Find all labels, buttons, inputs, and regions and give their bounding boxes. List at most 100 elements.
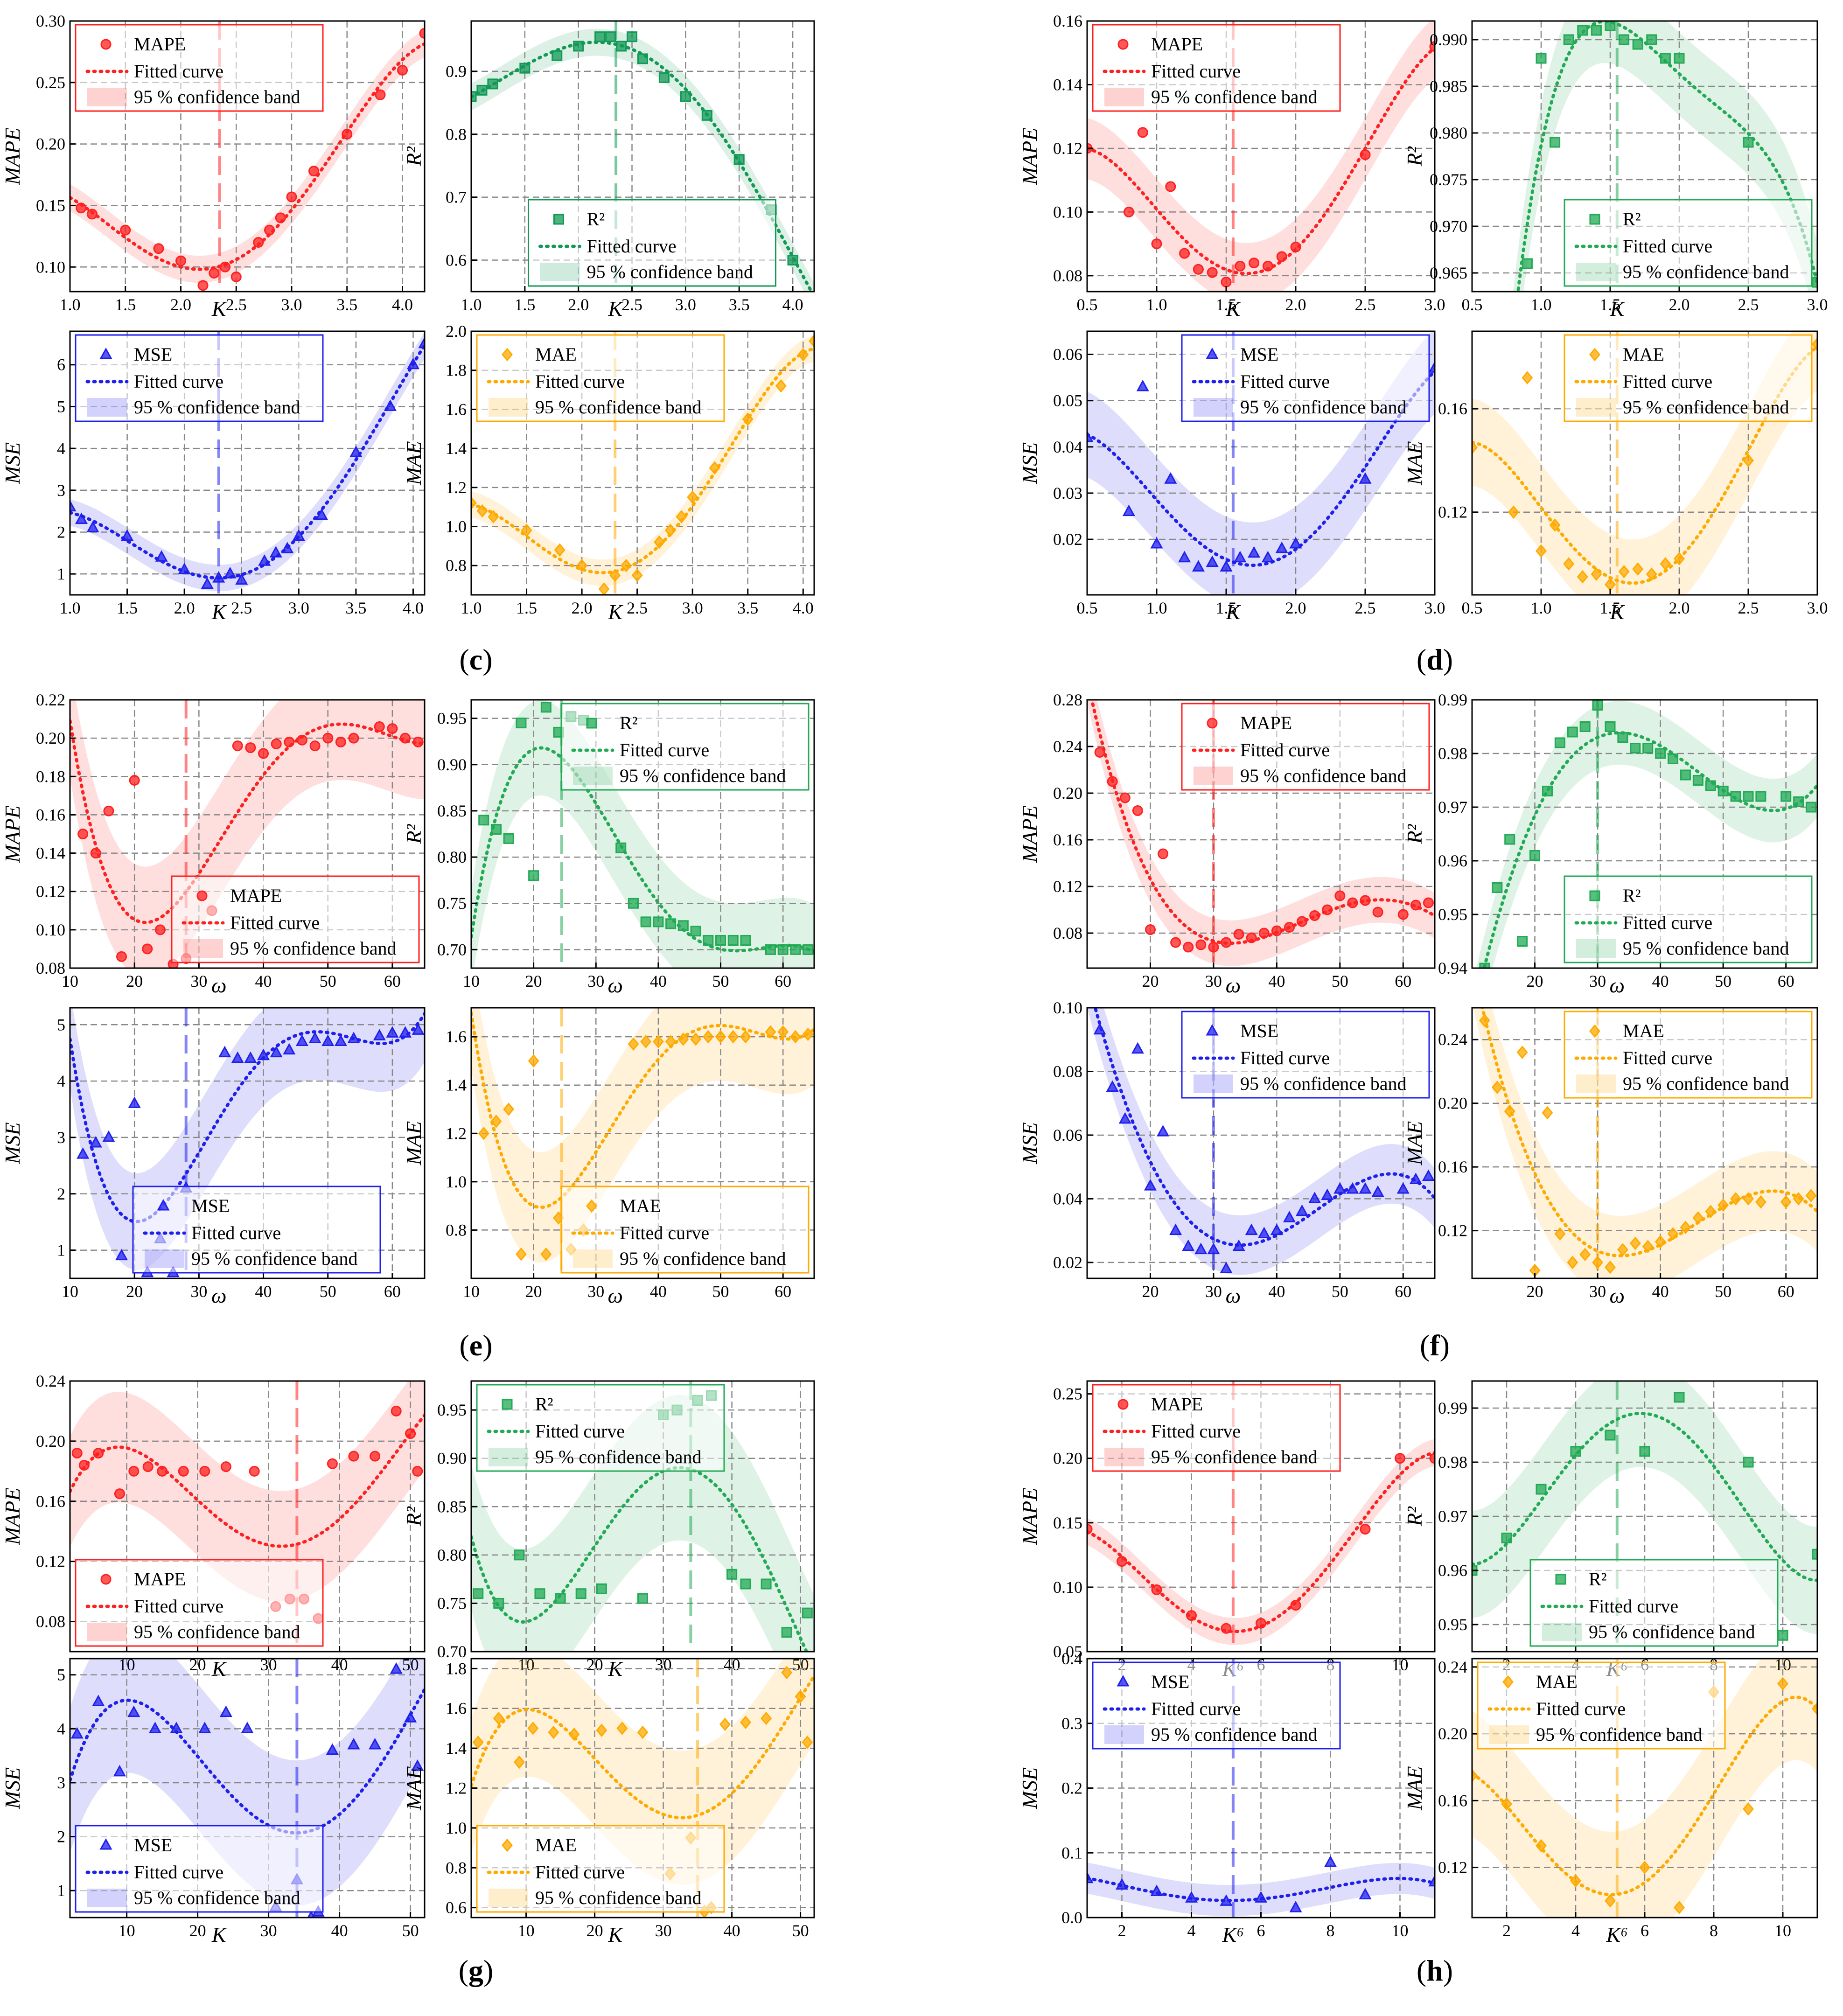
legend-band-label: 95 % confidence band bbox=[1151, 1446, 1318, 1467]
data-point bbox=[1755, 1195, 1766, 1209]
y-axis-label: MSE bbox=[0, 1767, 24, 1809]
data-point bbox=[391, 1405, 402, 1416]
data-point bbox=[1297, 916, 1308, 927]
data-point bbox=[1165, 181, 1176, 192]
y-tick-label: 1.6 bbox=[446, 1027, 467, 1046]
x-tick-label: 1.5 bbox=[1216, 599, 1237, 617]
data-point bbox=[1308, 1192, 1321, 1203]
y-tick-label: 0.95 bbox=[1438, 1615, 1467, 1634]
y-axis-label: MAPE bbox=[1018, 1488, 1041, 1546]
data-point bbox=[1192, 560, 1205, 572]
y-tick-label: 0.12 bbox=[1053, 877, 1082, 896]
data-point bbox=[1472, 440, 1478, 454]
legend-band-swatch bbox=[87, 398, 127, 417]
y-tick-label: 0.80 bbox=[437, 1546, 467, 1564]
x-tick-label: 2.5 bbox=[226, 295, 247, 314]
data-point bbox=[1208, 942, 1219, 953]
data-point bbox=[1136, 379, 1149, 391]
data-point bbox=[245, 742, 256, 753]
data-point bbox=[1812, 277, 1817, 288]
legend: MAE Fitted curve 95 % confidence band bbox=[560, 1186, 810, 1274]
data-point bbox=[219, 1705, 232, 1717]
plot-frame bbox=[470, 1007, 815, 1279]
data-point bbox=[1550, 137, 1561, 148]
y-tick-label: 0.12 bbox=[1053, 139, 1082, 158]
legend-marker bbox=[99, 347, 112, 359]
legend: R² Fitted curve 95 % confidence band bbox=[476, 1384, 725, 1472]
subfigure-label: (c) bbox=[459, 643, 492, 676]
x-tick-label: 30 bbox=[587, 972, 604, 991]
plot-frame bbox=[1086, 699, 1436, 969]
data-point bbox=[1805, 1189, 1817, 1202]
y-tick-label: 0.6 bbox=[446, 1898, 467, 1917]
data-point bbox=[1117, 1556, 1127, 1567]
data-point bbox=[1632, 39, 1643, 50]
y-tick-label: 0.95 bbox=[437, 1401, 467, 1419]
data-point bbox=[1276, 251, 1287, 262]
fitted-curve bbox=[1472, 1411, 1817, 1582]
x-axis-label: K bbox=[1609, 297, 1625, 321]
data-point bbox=[90, 848, 101, 859]
data-point bbox=[1150, 537, 1163, 549]
subfigure-label: (g) bbox=[459, 1954, 494, 1987]
x-tick-label: 1.5 bbox=[115, 295, 136, 314]
x-tick-label: 20 bbox=[1527, 1282, 1543, 1301]
y-tick-label: 0.97 bbox=[1438, 798, 1467, 816]
data-point bbox=[1563, 34, 1574, 45]
x-axis-label: ω bbox=[1226, 973, 1241, 997]
x-tick-label: 60 bbox=[384, 1282, 401, 1301]
panel-d4: 0.5 1.0 1.5 2.0 2.5 3.0 0.12 0.16 K MAE MAE Fitted … bbox=[1403, 330, 1828, 624]
y-tick-label: 0.10 bbox=[1053, 202, 1082, 221]
data-point bbox=[576, 558, 588, 572]
data-point bbox=[1605, 21, 1616, 31]
x-tick-label: 2.5 bbox=[1738, 599, 1759, 617]
x-tick-label: 2.0 bbox=[572, 599, 593, 617]
legend: MSE Fitted curve 95 % confidence band bbox=[1181, 334, 1430, 422]
data-point bbox=[1579, 1248, 1591, 1262]
legend-box bbox=[1564, 1011, 1813, 1099]
data-point bbox=[1422, 1169, 1435, 1181]
legend-metric-label: MAPE bbox=[134, 34, 186, 55]
data-point bbox=[1256, 1618, 1266, 1629]
data-point bbox=[616, 41, 627, 52]
y-axis-label: MSE bbox=[0, 1122, 24, 1164]
x-tick-label: 3.5 bbox=[345, 599, 366, 617]
data-point bbox=[1619, 34, 1630, 45]
data-point bbox=[616, 1722, 628, 1735]
data-point bbox=[212, 571, 225, 583]
y-axis-label: R² bbox=[1403, 146, 1426, 167]
data-point bbox=[513, 1755, 525, 1769]
data-point bbox=[802, 1735, 813, 1749]
data-point bbox=[690, 926, 701, 937]
data-point bbox=[1322, 904, 1333, 915]
data-point bbox=[349, 445, 363, 457]
x-tick-label: 40 bbox=[331, 1921, 348, 1940]
data-point bbox=[241, 1722, 254, 1733]
fitted-curve bbox=[70, 1012, 425, 1224]
y-tick-label: 0.14 bbox=[1053, 75, 1082, 94]
x-axis-label: ω bbox=[211, 973, 226, 997]
data-point bbox=[1479, 963, 1490, 968]
y-axis-label: MAE bbox=[402, 441, 426, 486]
data-point bbox=[87, 209, 98, 220]
y-tick-label: 0.16 bbox=[36, 805, 65, 824]
legend-band-swatch bbox=[489, 1889, 528, 1907]
data-point bbox=[230, 271, 242, 282]
data-point bbox=[218, 1046, 231, 1058]
y-tick-label: 1.0 bbox=[446, 517, 467, 536]
x-axis-label: K bbox=[607, 1923, 623, 1946]
legend-metric-label: MAE bbox=[1536, 1671, 1578, 1692]
legend-marker bbox=[1555, 1574, 1566, 1585]
panel-f4: 20 30 40 50 60 0.12 0.16 0.20 0.24 ω MAE MAE Fitted … bbox=[1403, 1007, 1818, 1307]
data-point bbox=[1717, 786, 1729, 796]
legend-box bbox=[1181, 1011, 1430, 1099]
y-tick-label: 0.22 bbox=[36, 691, 65, 709]
data-point bbox=[1185, 1891, 1198, 1903]
subfigure-label-letter: e bbox=[469, 1329, 482, 1362]
subfigure-label-open: ( bbox=[1420, 1329, 1430, 1362]
plot-area bbox=[1472, 700, 1817, 968]
y-tick-label: 0.12 bbox=[36, 882, 65, 901]
legend-metric-label: R² bbox=[620, 712, 638, 733]
data-point bbox=[640, 916, 651, 928]
legend: MAPE Fitted curve 95 % confidence band bbox=[75, 24, 324, 112]
